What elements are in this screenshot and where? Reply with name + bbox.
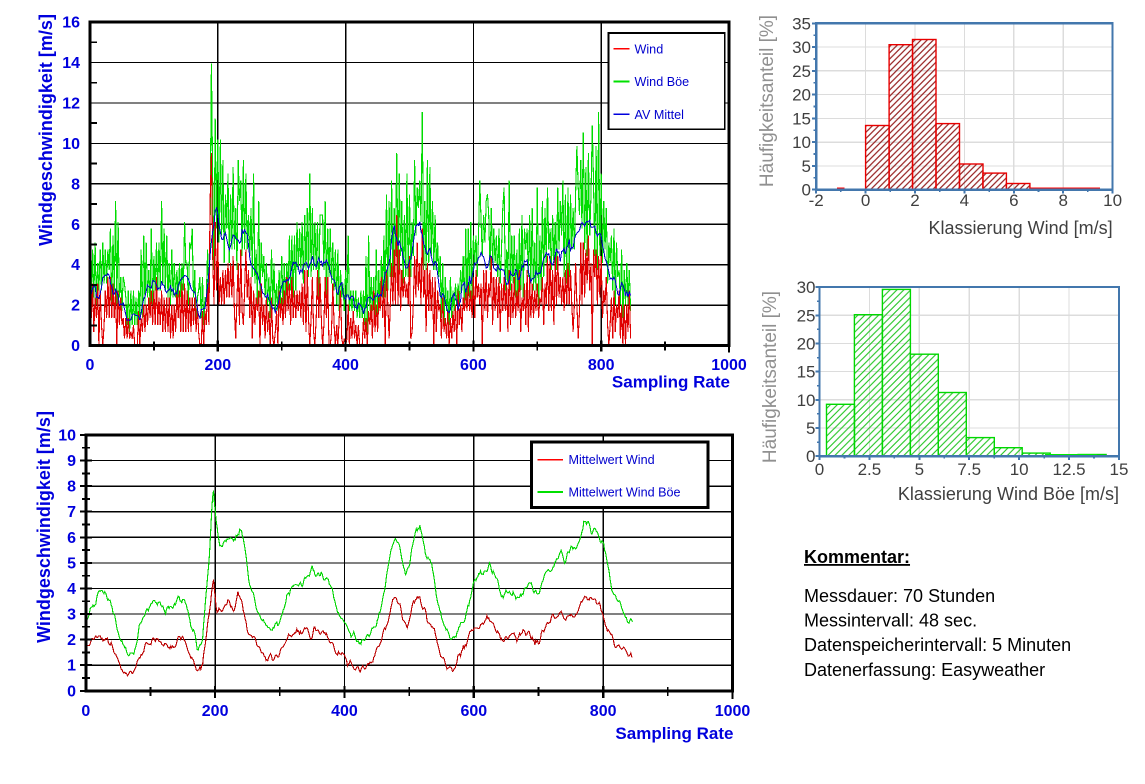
svg-text:Messdauer: 70 Stunden: Messdauer: 70 Stunden: [804, 586, 995, 606]
svg-text:4: 4: [960, 191, 969, 210]
svg-text:5: 5: [806, 419, 815, 438]
svg-text:15: 15: [797, 363, 816, 382]
svg-text:AV Mittel: AV Mittel: [635, 108, 684, 122]
svg-text:Wind Böe: Wind Böe: [635, 75, 690, 89]
svg-text:15: 15: [1110, 460, 1129, 479]
svg-text:6: 6: [1009, 191, 1018, 210]
svg-text:35: 35: [792, 14, 811, 33]
svg-text:400: 400: [331, 703, 358, 720]
svg-text:0: 0: [802, 181, 811, 200]
svg-text:8: 8: [71, 176, 80, 193]
svg-text:30: 30: [797, 278, 816, 297]
svg-text:600: 600: [460, 357, 487, 374]
svg-text:0: 0: [67, 683, 76, 700]
svg-text:10: 10: [1103, 191, 1122, 210]
svg-text:14: 14: [62, 55, 80, 72]
svg-text:Sampling Rate: Sampling Rate: [615, 724, 733, 743]
svg-text:Häufigkeitsanteil [%]: Häufigkeitsanteil [%]: [760, 291, 781, 463]
svg-text:15: 15: [792, 109, 811, 128]
svg-text:Windgeschwindigkeit [m/s]: Windgeschwindigkeit [m/s]: [34, 411, 54, 643]
svg-text:0: 0: [71, 338, 80, 355]
svg-text:4: 4: [67, 581, 76, 598]
svg-text:800: 800: [588, 357, 615, 374]
svg-text:9: 9: [67, 453, 76, 470]
svg-text:0: 0: [86, 357, 95, 374]
svg-text:3: 3: [67, 607, 76, 624]
svg-text:Messintervall: 48 sec.: Messintervall: 48 sec.: [804, 611, 977, 631]
svg-text:25: 25: [792, 62, 811, 81]
svg-text:Klassierung Wind [m/s]: Klassierung Wind [m/s]: [929, 218, 1113, 238]
svg-text:2: 2: [67, 632, 76, 649]
svg-text:2: 2: [71, 298, 80, 315]
svg-text:Klassierung Wind Böe [m/s]: Klassierung Wind Böe [m/s]: [898, 484, 1119, 504]
svg-text:12: 12: [62, 95, 80, 112]
svg-text:30: 30: [792, 38, 811, 57]
svg-text:Sampling Rate: Sampling Rate: [612, 373, 730, 392]
svg-text:Häufigkeitsanteil [%]: Häufigkeitsanteil [%]: [757, 15, 778, 187]
svg-text:5: 5: [915, 460, 924, 479]
svg-text:6: 6: [71, 217, 80, 234]
svg-text:2.5: 2.5: [858, 460, 882, 479]
svg-text:400: 400: [332, 357, 359, 374]
svg-text:600: 600: [460, 703, 487, 720]
svg-text:10: 10: [62, 136, 80, 153]
svg-text:0: 0: [815, 460, 824, 479]
svg-text:20: 20: [797, 334, 816, 353]
svg-text:Datenspeicherintervall: 5 Minu: Datenspeicherintervall: 5 Minuten: [804, 635, 1071, 655]
svg-text:10: 10: [797, 391, 816, 410]
svg-text:20: 20: [792, 86, 811, 105]
svg-text:7: 7: [67, 504, 76, 521]
svg-text:10: 10: [792, 133, 811, 152]
svg-text:6: 6: [67, 530, 76, 547]
svg-text:Kommentar:: Kommentar:: [804, 547, 910, 567]
svg-text:12.5: 12.5: [1053, 460, 1086, 479]
svg-text:Mittelwert Wind Böe: Mittelwert Wind Böe: [569, 486, 681, 500]
svg-text:1: 1: [67, 658, 76, 675]
svg-text:4: 4: [71, 257, 80, 274]
svg-text:16: 16: [62, 15, 80, 32]
svg-text:8: 8: [67, 479, 76, 496]
svg-text:Windgeschwindigkeit [m/s]: Windgeschwindigkeit [m/s]: [36, 14, 56, 246]
svg-text:10: 10: [58, 428, 76, 445]
svg-text:800: 800: [590, 703, 617, 720]
svg-text:Mittelwert Wind: Mittelwert Wind: [569, 453, 655, 467]
svg-text:1000: 1000: [711, 357, 747, 374]
svg-text:1000: 1000: [715, 703, 751, 720]
svg-text:5: 5: [67, 555, 76, 572]
svg-text:Wind: Wind: [635, 42, 664, 56]
svg-text:0: 0: [81, 703, 90, 720]
svg-text:25: 25: [797, 306, 816, 325]
svg-text:Datenerfassung: Easyweather: Datenerfassung: Easyweather: [804, 660, 1045, 680]
svg-text:200: 200: [204, 357, 231, 374]
svg-text:8: 8: [1058, 191, 1067, 210]
svg-text:2: 2: [910, 191, 919, 210]
svg-text:0: 0: [861, 191, 870, 210]
svg-text:7.5: 7.5: [957, 460, 981, 479]
svg-text:10: 10: [1010, 460, 1029, 479]
svg-text:0: 0: [806, 447, 815, 466]
svg-text:200: 200: [202, 703, 229, 720]
svg-text:-2: -2: [809, 191, 824, 210]
svg-text:5: 5: [802, 157, 811, 176]
